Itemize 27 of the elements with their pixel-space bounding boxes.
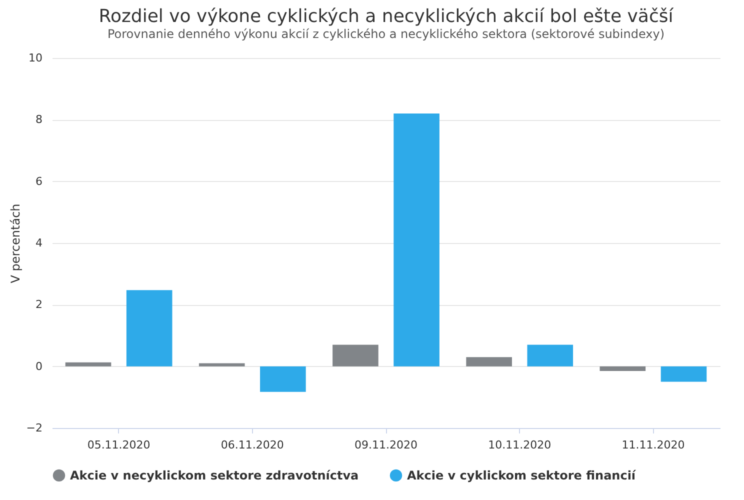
- bar: [466, 357, 512, 366]
- y-tick-label: 2: [36, 298, 42, 312]
- bar: [198, 363, 245, 366]
- x-tick-label: 10.11.2020: [488, 438, 552, 452]
- y-tick-label: 0: [36, 360, 42, 373]
- legend-label: Akcie v necyklickom sektore zdravotníctva: [70, 468, 359, 482]
- bar: [660, 366, 707, 382]
- bar: [527, 344, 574, 366]
- y-tick-label: 10: [28, 52, 42, 64]
- y-tick-label: 8: [36, 113, 42, 126]
- bar: [126, 290, 172, 366]
- y-tick-label: 4: [36, 236, 42, 250]
- chart-title: Rozdiel vo výkone cyklických a necyklických akcií bol ešte väčší: [98, 6, 674, 27]
- y-axis-title: V percentách: [8, 204, 22, 284]
- y-tick-label: −2: [26, 422, 42, 434]
- y-tick-label: 6: [36, 174, 42, 188]
- x-tick-label: 05.11.2020: [87, 438, 150, 452]
- bar: [394, 114, 440, 366]
- legend-label: Akcie v cyklickom sektore financií: [407, 468, 636, 482]
- bar: [600, 366, 646, 371]
- bar: [332, 344, 378, 366]
- bar: [260, 366, 306, 392]
- x-tick-label: 11.11.2020: [622, 438, 685, 452]
- x-tick-label: 09.11.2020: [354, 438, 418, 452]
- bar: [65, 362, 112, 366]
- x-tick-label: 06.11.2020: [220, 438, 284, 452]
- chart-subtitle: Porovnanie denného výkonu akcií z cyklického a necyklického sektora (sektorové subindexy): [107, 27, 665, 41]
